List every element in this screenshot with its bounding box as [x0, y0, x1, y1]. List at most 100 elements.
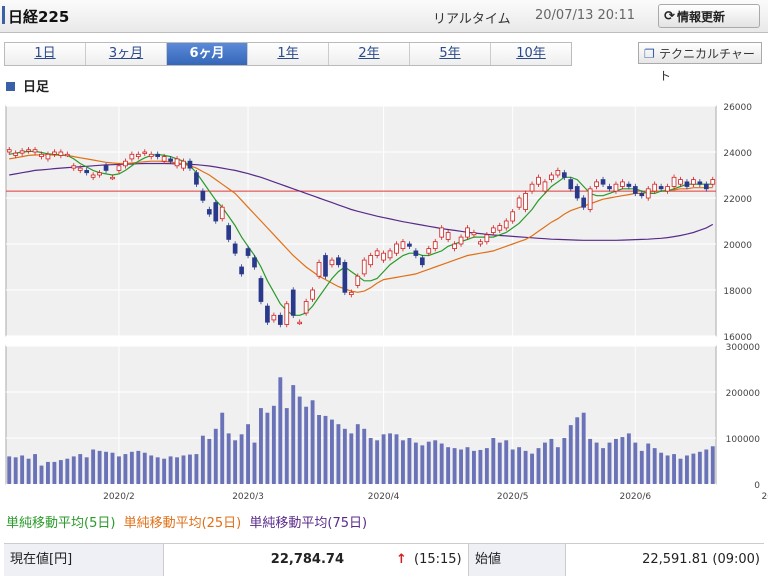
- candle-body: [381, 252, 386, 261]
- volume-bar: [284, 408, 289, 484]
- volume-tick-label: 100000: [726, 435, 761, 445]
- candle-body: [671, 176, 677, 187]
- volume-bar: [317, 415, 321, 484]
- volume-bar: [446, 447, 451, 484]
- candle-body: [471, 232, 477, 236]
- volume-bar: [336, 424, 341, 484]
- volume-bar: [639, 450, 644, 484]
- candle-body: [355, 275, 361, 286]
- candle-body: [71, 165, 77, 169]
- price-tick-label: 18000: [723, 287, 752, 297]
- volume-bar: [91, 449, 96, 484]
- volume-tick-label: 200000: [726, 389, 761, 399]
- volume-bar: [310, 400, 315, 484]
- volume-bar: [575, 417, 580, 484]
- volume-bar: [323, 415, 328, 484]
- volume-bar: [368, 438, 373, 484]
- candle-body: [103, 165, 109, 171]
- volume-bar: [155, 457, 160, 484]
- candle-body: [213, 202, 219, 222]
- volume-bar: [200, 435, 205, 484]
- candle-body: [219, 206, 225, 220]
- candle-body: [277, 314, 283, 325]
- candle-body: [84, 169, 90, 174]
- volume-bar: [13, 457, 18, 484]
- volume-bar: [259, 408, 263, 484]
- volume-bar: [194, 454, 199, 484]
- candle-body: [458, 236, 464, 245]
- candle-body: [116, 165, 122, 171]
- candle-body: [129, 153, 135, 160]
- volume-bar: [601, 448, 605, 484]
- price-tick-label: 20000: [723, 241, 752, 251]
- volume-bar: [452, 448, 457, 484]
- candle-body: [361, 259, 367, 275]
- volume-bar: [536, 448, 541, 484]
- legend-ma5: 単純移動平均(5日): [6, 516, 116, 531]
- volume-bar: [142, 452, 147, 484]
- x-tick-label: 2020/6: [619, 492, 651, 500]
- candle-body: [678, 179, 683, 185]
- volume-bar: [375, 440, 380, 484]
- volume-bar: [342, 428, 347, 484]
- open-price-value: 22,591.81 (09:00): [642, 552, 760, 567]
- candle-body: [439, 227, 445, 238]
- volume-bar: [504, 440, 509, 484]
- candle-body: [194, 172, 199, 185]
- candle-body: [258, 278, 264, 302]
- volume-bar: [291, 385, 296, 484]
- candle-body: [323, 255, 328, 277]
- tab-1y[interactable]: 1年: [248, 43, 329, 65]
- volume-bar: [220, 412, 225, 484]
- refresh-button[interactable]: ⟳ 情報更新: [658, 4, 760, 28]
- candle-body: [710, 179, 716, 185]
- candle-body: [161, 156, 167, 162]
- volume-bar: [168, 456, 173, 484]
- volume-bar: [136, 450, 141, 484]
- tab-5y[interactable]: 5年: [410, 43, 491, 65]
- candle-body: [232, 243, 238, 254]
- volume-bar: [188, 454, 192, 484]
- volume-bar: [549, 438, 554, 484]
- volume-bar: [226, 433, 231, 484]
- legend-ma25: 単純移動平均(25日): [123, 516, 242, 531]
- volume-bar: [246, 424, 250, 484]
- realtime-label: リアルタイム: [433, 12, 511, 27]
- price-tick-label: 24000: [723, 149, 752, 159]
- candle-body: [90, 174, 96, 178]
- price-tick-label: 16000: [723, 333, 752, 343]
- candle-body: [587, 188, 593, 210]
- volume-tick-label: 0: [754, 481, 760, 491]
- volume-bar: [271, 405, 276, 484]
- candle-body: [329, 259, 335, 266]
- volume-bar: [704, 449, 709, 484]
- technical-chart-button[interactable]: ❐ テクニカルチャート: [638, 42, 762, 83]
- tab-3m[interactable]: 3ヶ月: [86, 43, 167, 65]
- price-tick-label: 22000: [723, 195, 752, 205]
- candle-body: [348, 291, 354, 295]
- candle-body: [200, 190, 206, 201]
- tab-6m[interactable]: 6ヶ月: [167, 43, 248, 65]
- volume-bar: [607, 442, 612, 484]
- candle-body: [252, 257, 257, 268]
- candle-body: [549, 174, 554, 180]
- candle-body: [600, 179, 606, 185]
- volume-bar: [530, 453, 534, 484]
- candle-body: [226, 225, 232, 240]
- candle-body: [620, 181, 625, 187]
- volume-bar: [459, 449, 463, 484]
- tab-2y[interactable]: 2年: [329, 43, 410, 65]
- candle-body: [77, 167, 83, 171]
- tab-10y[interactable]: 10年: [491, 43, 571, 65]
- candle-body: [426, 248, 432, 254]
- candle-body: [574, 186, 580, 199]
- candle-body: [652, 183, 658, 192]
- candle-body: [484, 234, 490, 243]
- volume-bar: [52, 461, 57, 484]
- volume-bar: [510, 449, 515, 484]
- tab-1d[interactable]: 1日: [5, 43, 86, 65]
- volume-bar: [175, 457, 179, 484]
- volume-bar: [433, 440, 438, 484]
- candle-body: [639, 192, 645, 197]
- candle-body: [607, 186, 612, 190]
